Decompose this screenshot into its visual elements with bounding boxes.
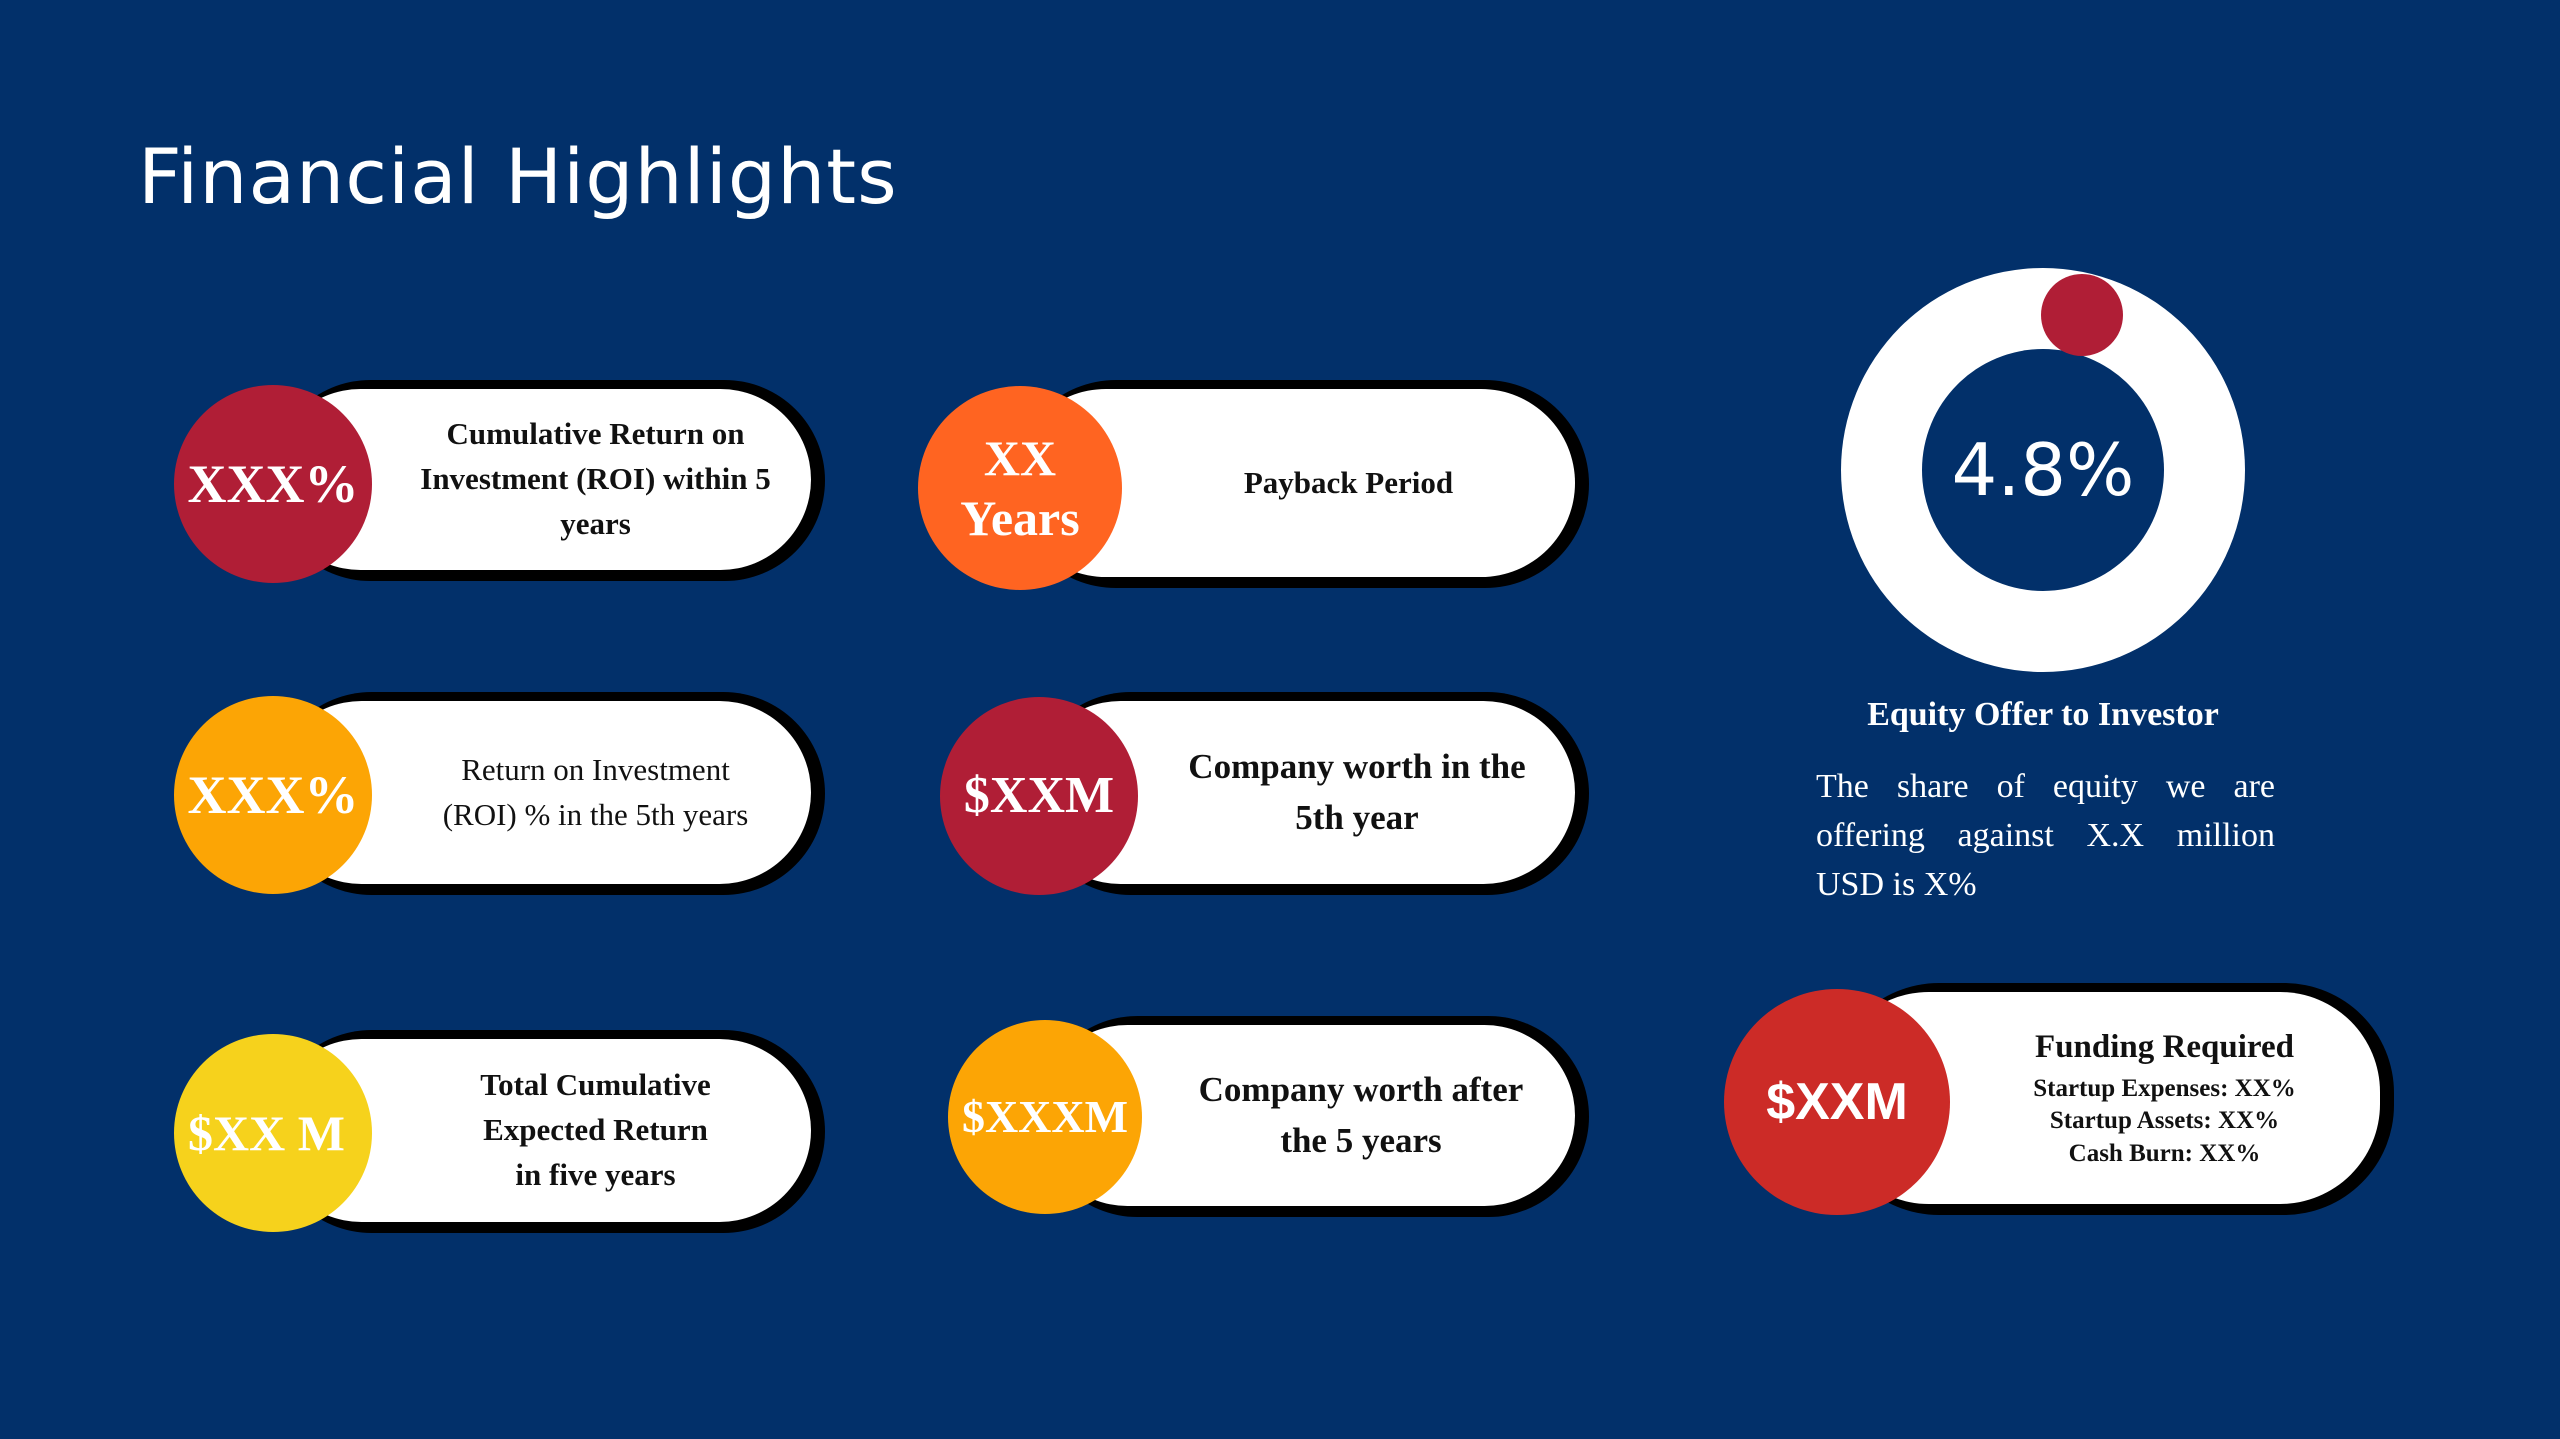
label-line: Return on Investment xyxy=(461,751,730,787)
label-line: Expected Return xyxy=(483,1112,708,1148)
card-label: Company worth after the 5 years xyxy=(1147,1025,1575,1206)
card-label: Cumulative Return on Investment (ROI) wi… xyxy=(380,389,811,570)
value-line: XX xyxy=(983,430,1057,486)
card-cumulative-roi: Cumulative Return on Investment (ROI) wi… xyxy=(270,380,825,581)
value-line: Years xyxy=(960,490,1080,546)
funding-title: Funding Required xyxy=(2035,1028,2294,1065)
value-circle: $XXXM xyxy=(948,1020,1142,1214)
value-circle: XX Years xyxy=(918,386,1122,590)
equity-donut: 4.8% xyxy=(1841,268,2245,672)
value-circle: $XX M xyxy=(174,1034,372,1232)
label-line: the 5 years xyxy=(1280,1120,1442,1160)
card-total-cumulative-return: Total Cumulative Expected Return in five… xyxy=(270,1030,825,1233)
label-line: Cumulative Return on xyxy=(446,416,745,452)
value-circle: XXX% xyxy=(174,696,372,894)
funding-line: Startup Assets: XX% xyxy=(2049,1107,2280,1135)
label-line: Total Cumulative xyxy=(480,1067,711,1103)
equity-percent: 4.8% xyxy=(1922,349,2164,591)
label-line: Company worth after xyxy=(1198,1069,1524,1109)
card-label: Total Cumulative Expected Return in five… xyxy=(380,1039,811,1222)
card-label: Company worth in the 5th year xyxy=(1139,701,1575,884)
label-line: Payback Period xyxy=(1243,464,1454,500)
equity-title: Equity Offer to Investor xyxy=(1867,696,2219,733)
value-circle: $XXM xyxy=(1724,989,1950,1215)
label-line: 5th year xyxy=(1295,797,1419,837)
card-worth-after-5-years: Company worth after the 5 years xyxy=(1037,1016,1589,1217)
funding-line: Startup Expenses: XX% xyxy=(2033,1074,2296,1102)
value-circle: $XXM xyxy=(940,697,1138,895)
label-line: (ROI) % in the 5th years xyxy=(442,796,749,832)
label-line: Investment (ROI) within 5 xyxy=(420,461,771,497)
label-line: Company worth in the xyxy=(1188,746,1526,786)
equity-marker xyxy=(2041,274,2123,356)
funding-line: Cash Burn: XX% xyxy=(2068,1139,2261,1167)
equity-description: The share of equity we are offering agai… xyxy=(1816,768,2275,903)
label-line: in five years xyxy=(515,1156,676,1192)
card-label: Return on Investment (ROI) % in the 5th … xyxy=(380,701,811,884)
value-circle: XXX% xyxy=(174,385,372,583)
card-label: Funding Required Startup Expenses: XX% S… xyxy=(1949,992,2380,1204)
card-label: Payback Period xyxy=(1122,389,1575,577)
label-line: years xyxy=(560,505,631,541)
page-title: Financial Highlights xyxy=(138,132,898,221)
